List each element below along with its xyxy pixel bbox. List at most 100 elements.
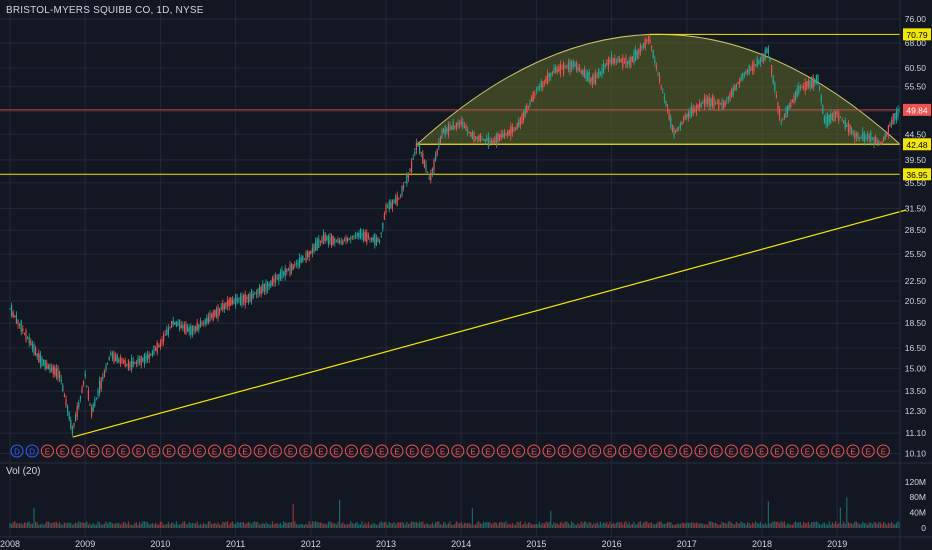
candle-body (637, 51, 638, 58)
volume-bar (825, 524, 826, 528)
event-marker-label: E (729, 448, 734, 457)
volume-bar (381, 521, 382, 528)
candle-body (845, 120, 846, 129)
candle-body (693, 108, 694, 113)
candle-body (329, 237, 330, 244)
volume-bar (371, 524, 372, 528)
candle-body (453, 122, 454, 130)
volume-bar (677, 524, 678, 528)
volume-bar (33, 508, 34, 528)
volume-bar (153, 524, 154, 528)
volume-bar (102, 524, 103, 528)
candle-body (814, 79, 815, 83)
volume-bar (177, 524, 178, 528)
candle-body (275, 274, 276, 282)
volume-bar (91, 525, 92, 528)
volume-bar (21, 523, 22, 528)
candle-body (701, 103, 702, 107)
candle-body (709, 96, 710, 106)
candle-body (725, 101, 726, 106)
volume-bar (841, 524, 842, 528)
event-marker-label: E (440, 448, 445, 457)
candle-body (248, 294, 249, 303)
volume-bar (665, 524, 666, 528)
candle-body (360, 229, 361, 238)
volume-bar (499, 522, 500, 528)
volume-bar (281, 525, 282, 528)
volume-bar (739, 523, 740, 528)
volume-bar (197, 522, 198, 528)
candle-body (885, 134, 886, 140)
volume-bar (536, 524, 537, 528)
volume-bar (333, 523, 334, 528)
candle-body (320, 241, 321, 242)
candle-body (157, 343, 158, 353)
volume-bar (632, 524, 633, 528)
volume-bar (331, 522, 332, 528)
volume-bar (773, 521, 774, 528)
candle-body (253, 294, 254, 298)
candle-body (504, 132, 505, 138)
volume-bar (422, 521, 423, 528)
candle-body (853, 132, 854, 134)
candle-body (427, 172, 428, 173)
volume-bar (406, 522, 407, 528)
candle-body (515, 127, 516, 128)
volume-bar (349, 524, 350, 528)
candle-body (881, 141, 882, 143)
volume-bar (702, 524, 703, 528)
price-tick-label: 11.10 (905, 428, 926, 438)
candle-body (317, 238, 318, 250)
volume-bar (416, 522, 417, 528)
volume-bar (635, 525, 636, 528)
volume-bar (179, 524, 180, 528)
volume-bar (227, 522, 228, 528)
volume-bar (147, 522, 148, 528)
volume-bar (865, 523, 866, 528)
candle-body (566, 67, 567, 68)
volume-bar (99, 522, 100, 528)
candle-body (670, 117, 671, 126)
volume-bar (501, 522, 502, 528)
volume-label: Vol (20) (6, 466, 40, 477)
candle-body (65, 399, 66, 405)
candle-body (824, 117, 825, 123)
candle-body (459, 123, 460, 125)
volume-bar (518, 522, 519, 528)
volume-bar (344, 524, 345, 528)
volume-bar (109, 522, 110, 528)
volume-bar (286, 523, 287, 528)
candle-body (158, 345, 159, 347)
volume-bar (488, 522, 489, 528)
candle-body (181, 325, 182, 328)
volume-bar (824, 522, 825, 528)
volume-bar (616, 523, 617, 528)
volume-bar (72, 525, 73, 528)
event-marker-label: E (349, 448, 354, 457)
volume-bar (513, 525, 514, 528)
volume-bar (593, 523, 594, 528)
volume-bar (581, 521, 582, 528)
candle-body (816, 75, 817, 84)
candle-body (358, 233, 359, 237)
volume-bar (413, 522, 414, 528)
candle-body (141, 356, 142, 366)
price-tick-label: 10.10 (905, 449, 927, 459)
candle-body (62, 385, 63, 391)
candle-body (677, 128, 678, 131)
volume-bar (571, 521, 572, 528)
event-marker-label: E (668, 448, 673, 457)
volume-bar (41, 524, 42, 528)
candle-body (774, 83, 775, 91)
volume-bar (166, 524, 167, 528)
volume-bar (139, 522, 140, 528)
volume-bar (165, 525, 166, 528)
candle-body (454, 126, 455, 127)
volume-bar (257, 522, 258, 528)
volume-bar (726, 524, 727, 528)
price-tick-label: 31.50 (905, 204, 927, 214)
volume-bar (245, 524, 246, 528)
event-marker-label: E (455, 448, 460, 457)
volume-bar (294, 521, 295, 528)
